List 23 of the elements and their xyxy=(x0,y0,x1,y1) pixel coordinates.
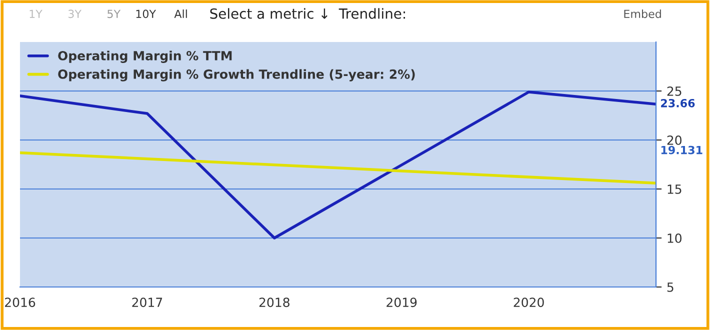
text: 3Y xyxy=(68,10,82,18)
x-tick-label: 2017 xyxy=(132,298,162,308)
y-tick-label: 20 xyxy=(667,135,682,145)
text: 5Y xyxy=(108,10,121,18)
line-series xyxy=(20,90,656,240)
text: Select a metric ↓ xyxy=(210,8,328,19)
x-tick-label: 2019 xyxy=(386,298,417,308)
annotation: 23.66 xyxy=(661,98,695,108)
legend-label: Operating Margin % Growth Trendline (5-year: 2%) xyxy=(58,69,415,82)
text: 10Y xyxy=(136,10,156,18)
y-tick-label: 15 xyxy=(668,184,682,194)
text: Embed xyxy=(624,9,661,18)
text: 1Y xyxy=(30,10,42,18)
y-tick-label: 25 xyxy=(667,86,682,96)
x-tick-label: 2020 xyxy=(514,298,544,308)
legend-label: Operating Margin % TTM xyxy=(58,50,232,63)
text: All xyxy=(174,9,187,18)
text: 19.131 xyxy=(661,146,702,154)
y-tick-label: 5 xyxy=(667,282,674,292)
x-tick-label: 2018 xyxy=(259,298,290,308)
text: Trendline: xyxy=(338,8,405,19)
x-tick-label: 2016 xyxy=(5,298,36,308)
y-tick-label: 10 xyxy=(668,233,682,243)
